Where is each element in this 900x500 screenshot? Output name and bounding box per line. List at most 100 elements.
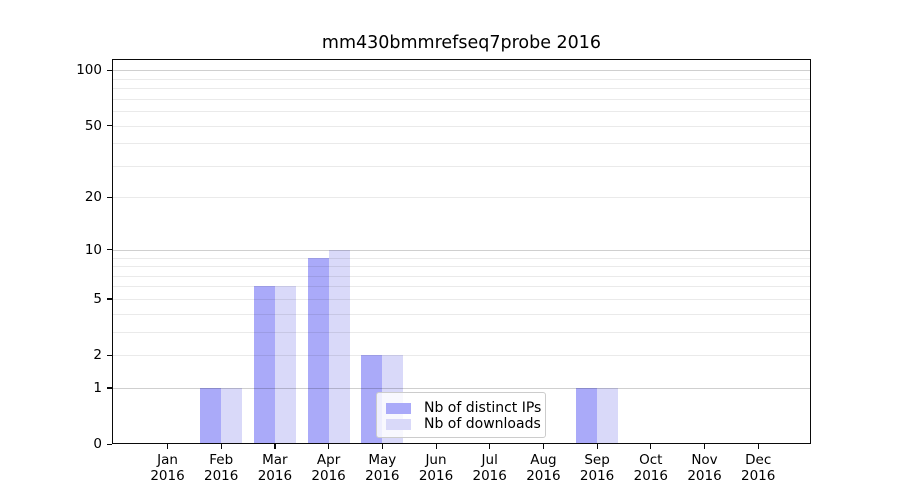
x-tick-label: Feb 2016 [191, 452, 251, 484]
gridline-minor [112, 166, 811, 167]
x-tick-month: Aug [530, 452, 557, 468]
gridline-major [112, 388, 811, 389]
x-tick-year: 2016 [204, 468, 239, 484]
chart-title: mm430bmmrefseq7probe 2016 [321, 33, 602, 53]
gridline-minor [112, 111, 811, 112]
x-tick-mark [274, 444, 276, 449]
x-tick-month: Dec [745, 452, 772, 468]
y-tick-mark [107, 354, 112, 356]
gridline-minor [112, 355, 811, 356]
x-tick-year: 2016 [687, 468, 722, 484]
x-tick-mark [704, 444, 706, 449]
bar-distinct-ips-mar [253, 286, 275, 444]
x-tick-label: Jul 2016 [460, 452, 520, 484]
grid-layer [112, 59, 811, 444]
x-tick-mark [220, 444, 222, 449]
x-tick-mark [328, 444, 330, 449]
x-tick-month: Jan [157, 452, 178, 468]
legend-item-downloads: Nb of downloads [386, 416, 541, 432]
y-tick-label: 50 [84, 117, 102, 134]
x-tick-month: Nov [691, 452, 718, 468]
x-tick-year: 2016 [579, 468, 615, 484]
bar-downloads-mar [274, 286, 296, 444]
gridline-major [112, 70, 811, 71]
y-tick-mark [107, 196, 112, 199]
y-tick-mark [107, 387, 112, 389]
x-tick-label: Sep 2016 [567, 452, 627, 484]
x-tick-year: 2016 [257, 468, 293, 484]
legend-item-distinct-ips: Nb of distinct IPs [386, 400, 541, 416]
x-tick-year: 2016 [150, 468, 185, 484]
bar-downloads-feb [221, 387, 243, 444]
y-tick-label: 2 [93, 347, 102, 364]
x-tick-label: Jun 2016 [406, 452, 466, 484]
legend-label-distinct-ips: Nb of distinct IPs [424, 400, 542, 416]
x-tick-mark [489, 444, 491, 449]
x-tick-month: Mar [262, 452, 288, 468]
bar-downloads-apr [328, 249, 350, 444]
x-tick-mark [542, 444, 545, 449]
gridline-major [112, 250, 811, 251]
x-tick-mark [596, 444, 598, 449]
x-tick-label: Oct 2016 [621, 452, 681, 484]
x-tick-month: Oct [639, 452, 663, 468]
y-tick-mark [107, 125, 112, 127]
x-tick-year: 2016 [365, 468, 400, 484]
gridline-minor [112, 143, 811, 144]
y-tick-mark [107, 249, 112, 251]
x-tick-year: 2016 [472, 468, 507, 484]
y-tick-label: 100 [76, 62, 102, 79]
gridline-minor [112, 88, 811, 89]
y-tick-mark [107, 69, 112, 71]
y-tick-label: 1 [93, 379, 102, 396]
x-tick-year: 2016 [311, 468, 346, 484]
y-tick-mark [107, 298, 112, 300]
x-tick-month: Jun [425, 452, 447, 468]
gridline-minor [112, 276, 811, 277]
gridline-minor [112, 197, 811, 198]
gridline-minor [112, 314, 811, 315]
x-tick-month: Sep [584, 452, 610, 468]
x-tick-year: 2016 [418, 468, 454, 484]
x-tick-label: Aug 2016 [513, 452, 573, 484]
gridline-minor [112, 99, 811, 100]
x-tick-year: 2016 [741, 468, 776, 484]
plot-area [112, 59, 811, 444]
y-tick-label: 5 [93, 290, 102, 307]
x-tick-mark [435, 444, 437, 449]
x-tick-year: 2016 [526, 468, 561, 484]
x-tick-month: Apr [316, 452, 341, 468]
legend-label-downloads: Nb of downloads [424, 416, 541, 432]
x-tick-year: 2016 [633, 468, 668, 484]
x-tick-mark [381, 444, 383, 449]
x-tick-label: Dec 2016 [728, 452, 788, 484]
x-tick-label: Nov 2016 [675, 452, 735, 484]
x-tick-label: Apr 2016 [299, 452, 359, 484]
x-tick-month: May [368, 452, 397, 468]
y-tick-label: 0 [93, 436, 102, 452]
x-tick-mark [650, 444, 652, 449]
gridline-minor [112, 266, 811, 267]
x-tick-mark [167, 444, 169, 449]
x-tick-label: Jan 2016 [138, 452, 198, 484]
y-tick-label: 20 [84, 189, 102, 206]
gridline-minor [112, 299, 811, 300]
bar-distinct-ips-feb [200, 387, 222, 444]
y-tick-label: 10 [84, 241, 102, 258]
bar-distinct-ips-apr [307, 257, 329, 444]
legend-swatch-downloads-icon [386, 418, 411, 430]
x-tick-month: Jul [481, 452, 498, 468]
gridline-minor [112, 126, 811, 127]
x-tick-mark [757, 444, 759, 449]
gridline-minor [112, 286, 811, 287]
y-tick-mark [107, 443, 112, 445]
x-tick-month: Feb [209, 452, 234, 468]
x-tick-label: May 2016 [352, 452, 412, 484]
gridline-minor [112, 258, 811, 259]
x-tick-label: Mar 2016 [245, 452, 305, 484]
bar-downloads-sep [597, 387, 619, 444]
bar-distinct-ips-sep [576, 387, 598, 444]
legend: Nb of distinct IPs Nb of downloads [376, 392, 546, 438]
gridline-minor [112, 332, 811, 333]
